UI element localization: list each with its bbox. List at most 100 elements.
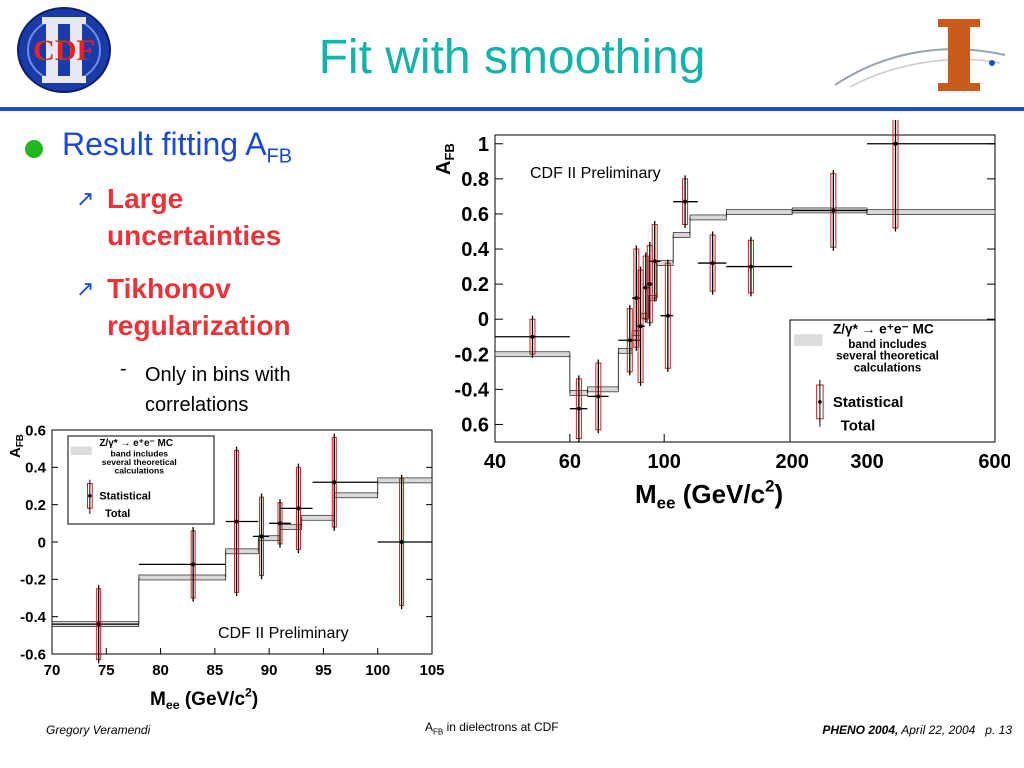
chart2-data-point	[312, 433, 378, 531]
bullet-sub1-line1: Large	[107, 183, 184, 214]
chart1-data-point	[587, 359, 609, 434]
chart2-data-point	[377, 474, 432, 610]
chart1-data-point	[636, 266, 645, 386]
arrow-icon: ↗	[76, 186, 95, 211]
chart1-legend-band-line3: calculations	[854, 361, 922, 374]
chart1-data-point	[697, 231, 727, 295]
chart2-mc-band-bin	[225, 548, 259, 555]
chart1-point-marker	[647, 282, 652, 287]
bullet-sub2-line1: Tikhonov	[107, 273, 231, 304]
chart2-legend-box	[67, 435, 215, 525]
afb-chart-full-range: 1 0.8 0.6 0.4 0.2 0 -0.2 -0.4 0.6 40 60 100 200 300 60…	[433, 120, 1010, 513]
chart1-data-point	[867, 120, 995, 232]
chart2-x-tick-label: 100	[365, 662, 390, 679]
chart1-plot-frame	[494, 134, 996, 443]
bullet-sub3-line1: Only in bins with	[145, 364, 291, 386]
chart2-y-axis-label-main: A	[7, 447, 24, 458]
chart1-legend-point-swatch	[818, 400, 822, 404]
chart1-legend-total-label: Total	[841, 418, 876, 435]
chart2-mc-band-bin	[377, 477, 433, 484]
chart1-mc-band-bin	[689, 214, 727, 221]
chart1-x-tick-label: 60	[559, 451, 581, 473]
footer-center-rest: in dielectrons at CDF	[443, 720, 559, 734]
chart1-point-marker	[530, 334, 535, 339]
chart2-y-tick-label: -0.2	[20, 572, 46, 589]
chart2-legend-band-line1: band includes	[111, 448, 169, 458]
bullet-main-text: Result fitting A	[62, 126, 267, 162]
chart1-point-marker	[643, 285, 648, 290]
chart1-y-tick-label: 0.6	[461, 414, 489, 436]
chart1-data-point	[631, 245, 641, 351]
chart1-mc-band-bin	[587, 386, 619, 393]
chart2-point-marker	[191, 562, 196, 567]
chart1-legend-stat-label: Statistical	[833, 394, 904, 411]
chart1-data-point	[569, 375, 588, 442]
bullet-large-uncertainties: Large uncertainties	[107, 180, 281, 254]
chart2-x-axis-label-unit: (GeV/c	[180, 689, 246, 710]
chart1-y-axis-label-sub: FB	[442, 143, 457, 160]
chart2-x-tick-label: 70	[44, 662, 61, 679]
bullet-dot	[25, 140, 43, 158]
chart1-y-axis-label-main: A	[433, 161, 455, 175]
chart1-y-tick-label: -0.4	[455, 379, 490, 401]
chart1-legend-mc-label: Z/γ* → e⁺e⁻ MC	[833, 322, 934, 337]
footer-conf: PHENO 2004,	[822, 723, 899, 737]
chart2-x-tick-label: 85	[207, 662, 224, 679]
chart2-point-marker	[259, 534, 264, 539]
chart1-x-axis-label-unit: (GeV/c	[675, 479, 765, 509]
chart2-mc-band-bin	[301, 514, 335, 521]
chart1-data-point	[646, 242, 653, 327]
chart2-annotation: CDF II Preliminary	[218, 625, 349, 642]
chart2-mc-band-bin	[333, 492, 379, 499]
chart1-legend-band-line2: several theoretical	[836, 350, 939, 363]
chart1-x-axis-label-close: )	[774, 479, 783, 509]
chart1-annotation: CDF II Preliminary	[530, 165, 661, 182]
chart2-data-point	[138, 527, 226, 602]
chart2-legend-band-line3: calculations	[115, 466, 165, 476]
footer-center-main: A	[425, 720, 434, 734]
chart2-point-marker	[332, 480, 337, 485]
chart1-data-point	[792, 170, 868, 251]
chart1-y-tick-label: 0.4	[461, 239, 490, 261]
chart1-data-point	[495, 315, 570, 358]
chart2-x-axis-label-close: )	[252, 689, 258, 710]
chart1-x-axis-label-sup: 2	[765, 476, 774, 495]
chart1-data-point	[726, 236, 793, 297]
chart1-x-axis-label-main: M	[635, 479, 657, 509]
chart1-point-marker	[831, 208, 836, 213]
chart1-x-tick-label: 100	[647, 451, 680, 473]
footer-conference: PHENO 2004, April 22, 2004 p. 13	[822, 723, 1012, 737]
chart2-point-marker	[296, 506, 301, 511]
chart1-y-tick-label: 0.8	[461, 169, 489, 191]
chart1-x-axis-label: Mee (GeV/c2)	[635, 476, 783, 512]
chart1-y-tick-label: 0.6	[461, 204, 489, 226]
afb-chart-z-peak: 0.6 0.4 0.2 0 -0.2 -0.4 -0.670 75 80 85 90 95 100 105…	[7, 422, 445, 712]
chart2-legend-band-line2: several theoretical	[102, 457, 177, 467]
chart2-x-axis-label-sub: ee	[166, 698, 180, 712]
chart1-data-point	[642, 252, 649, 323]
chart2-y-tick-label: -0.4	[20, 609, 47, 626]
chart2-y-tick-label: 0.2	[25, 497, 46, 514]
chart2-legend-stat-label: Statistical	[99, 491, 151, 503]
dash-icon: -	[120, 358, 127, 380]
footer-center-sub: FB	[433, 727, 444, 737]
chart1-point-marker	[665, 313, 670, 318]
chart2-x-tick-label: 75	[98, 662, 115, 679]
chart1-x-tick-label: 600	[978, 451, 1010, 473]
chart1-x-tick-label: 200	[775, 451, 808, 473]
title-rule	[0, 107, 1024, 111]
bullet-sub1-line2: uncertainties	[107, 220, 282, 251]
chart1-point-marker	[627, 338, 632, 343]
chart1-y-tick-label: 0.2	[461, 274, 489, 296]
chart1-point-marker	[638, 324, 643, 329]
bullet-sub2-line2: regularization	[107, 310, 291, 341]
chart2-y-tick-label: 0.6	[25, 422, 46, 439]
chart1-y-axis-label: AFB	[433, 143, 457, 175]
chart2-legend-band-swatch	[70, 446, 92, 455]
chart2-x-tick-label: 90	[261, 662, 278, 679]
chart1-mc-band-bin	[866, 209, 996, 215]
chart2-point-marker	[399, 540, 404, 544]
chart1-data-point	[673, 175, 698, 228]
chart1-y-tick-label: 0	[478, 309, 489, 331]
chart1-y-tick-label: -0.2	[455, 344, 489, 366]
